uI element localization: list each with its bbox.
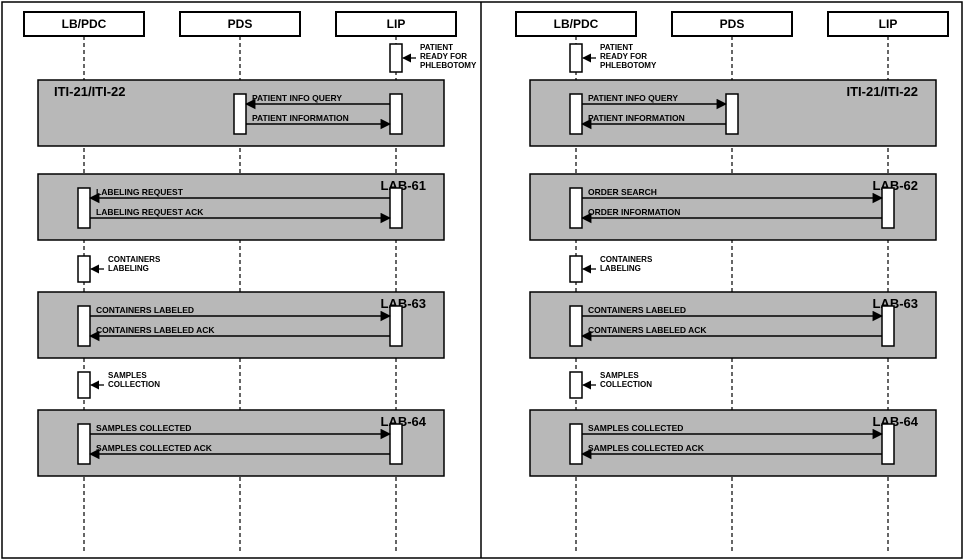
svg-text:PATIENT: PATIENT — [420, 43, 453, 52]
svg-text:LAB-61: LAB-61 — [380, 178, 426, 193]
svg-text:SAMPLES COLLECTED ACK: SAMPLES COLLECTED ACK — [96, 443, 213, 453]
svg-text:CONTAINERS: CONTAINERS — [108, 255, 161, 264]
svg-text:CONTAINERS: CONTAINERS — [600, 255, 653, 264]
svg-text:SAMPLES COLLECTED: SAMPLES COLLECTED — [588, 423, 683, 433]
svg-text:CONTAINERS LABELED: CONTAINERS LABELED — [96, 305, 194, 315]
svg-text:SAMPLES: SAMPLES — [600, 371, 639, 380]
svg-text:LABELING REQUEST: LABELING REQUEST — [96, 187, 184, 197]
svg-text:SAMPLES COLLECTED: SAMPLES COLLECTED — [96, 423, 191, 433]
svg-text:LIP: LIP — [879, 17, 898, 31]
svg-text:ORDER INFORMATION: ORDER INFORMATION — [588, 207, 680, 217]
svg-text:PHLEBOTOMY: PHLEBOTOMY — [600, 61, 657, 70]
svg-text:READY FOR: READY FOR — [600, 52, 647, 61]
svg-text:ORDER SEARCH: ORDER SEARCH — [588, 187, 657, 197]
svg-text:SAMPLES COLLECTED ACK: SAMPLES COLLECTED ACK — [588, 443, 705, 453]
svg-text:LABELING: LABELING — [600, 264, 641, 273]
svg-text:CONTAINERS LABELED: CONTAINERS LABELED — [588, 305, 686, 315]
svg-text:LIP: LIP — [387, 17, 406, 31]
svg-text:PDS: PDS — [228, 17, 253, 31]
svg-text:LB/PDC: LB/PDC — [62, 17, 107, 31]
svg-text:PATIENT: PATIENT — [600, 43, 633, 52]
svg-text:PATIENT INFORMATION: PATIENT INFORMATION — [252, 113, 349, 123]
sequence-diagram: LB/PDC PDS LIP ITI-21/ITI-22 PATIENT INFO QU… — [0, 0, 964, 560]
svg-text:ITI-21/ITI-22: ITI-21/ITI-22 — [846, 84, 918, 99]
svg-text:LABELING: LABELING — [108, 264, 149, 273]
svg-text:LAB-64: LAB-64 — [380, 414, 426, 429]
svg-text:PATIENT INFORMATION: PATIENT INFORMATION — [588, 113, 685, 123]
svg-text:PDS: PDS — [720, 17, 745, 31]
svg-text:READY FOR: READY FOR — [420, 52, 467, 61]
svg-text:SAMPLES: SAMPLES — [108, 371, 147, 380]
svg-text:COLLECTION: COLLECTION — [108, 380, 160, 389]
svg-text:LAB-64: LAB-64 — [872, 414, 918, 429]
svg-text:ITI-21/ITI-22: ITI-21/ITI-22 — [54, 84, 126, 99]
svg-text:PHLEBOTOMY: PHLEBOTOMY — [420, 61, 477, 70]
svg-text:CONTAINERS LABELED ACK: CONTAINERS LABELED ACK — [96, 325, 215, 335]
svg-text:LABELING REQUEST ACK: LABELING REQUEST ACK — [96, 207, 204, 217]
svg-text:PATIENT INFO QUERY: PATIENT INFO QUERY — [252, 93, 342, 103]
svg-text:COLLECTION: COLLECTION — [600, 380, 652, 389]
svg-text:LAB-63: LAB-63 — [380, 296, 426, 311]
svg-text:LAB-62: LAB-62 — [872, 178, 918, 193]
svg-text:LAB-63: LAB-63 — [872, 296, 918, 311]
svg-text:CONTAINERS LABELED ACK: CONTAINERS LABELED ACK — [588, 325, 707, 335]
svg-text:PATIENT INFO QUERY: PATIENT INFO QUERY — [588, 93, 678, 103]
svg-text:LB/PDC: LB/PDC — [554, 17, 599, 31]
